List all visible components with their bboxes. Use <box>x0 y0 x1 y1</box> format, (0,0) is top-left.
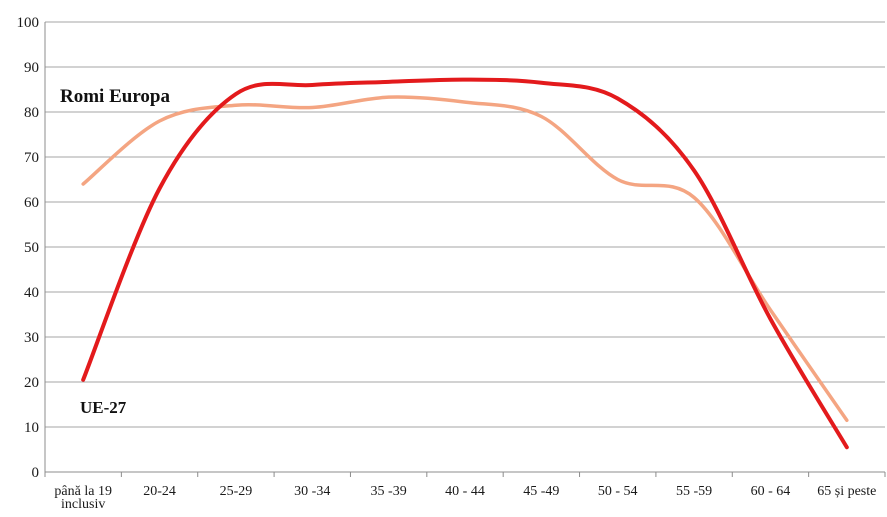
y-tick-label: 20 <box>24 375 39 391</box>
x-tick-label: 40 - 44 <box>445 484 485 499</box>
series-line-ue-27 <box>81 77 849 450</box>
y-tick-label: 60 <box>24 195 39 211</box>
y-tick-label: 40 <box>24 285 39 301</box>
x-axis-ticks: până la 19 inclusiv 20-24 25-29 30 -34 35 -39… <box>54 484 876 512</box>
series-line-romi-europa <box>81 95 849 422</box>
x-tick-label: 50 - 54 <box>598 484 638 499</box>
series-lines <box>81 77 849 450</box>
x-tick-label: 45 -49 <box>523 484 559 499</box>
x-tick-label: 25-29 <box>220 484 253 499</box>
x-tick-label: 60 - 64 <box>751 484 791 499</box>
y-tick-label: 10 <box>24 420 39 436</box>
y-axis-ticks: 0 10 20 30 40 50 60 70 80 90 100 <box>17 15 40 481</box>
y-tick-label: 50 <box>24 240 39 256</box>
y-tick-label: 30 <box>24 330 39 346</box>
x-tick-label: 55 -59 <box>676 484 712 499</box>
y-tick-label: 0 <box>32 465 40 481</box>
x-tick-label: 30 -34 <box>294 484 330 499</box>
gridlines <box>45 21 885 428</box>
y-tick-label: 90 <box>24 60 39 76</box>
y-tick-label: 70 <box>24 150 39 166</box>
series-label-ue-27: UE-27 <box>80 398 127 417</box>
x-tick-label: 35 -39 <box>371 484 407 499</box>
x-tick-label: până la 19 inclusiv <box>54 484 112 512</box>
axes <box>44 22 886 477</box>
y-tick-label: 100 <box>17 15 40 31</box>
x-tick-label: 20-24 <box>143 484 176 499</box>
x-tick-label: 65 și peste <box>817 484 876 499</box>
y-tick-label: 80 <box>24 105 39 121</box>
series-label-romi-europa: Romi Europa <box>60 86 170 107</box>
